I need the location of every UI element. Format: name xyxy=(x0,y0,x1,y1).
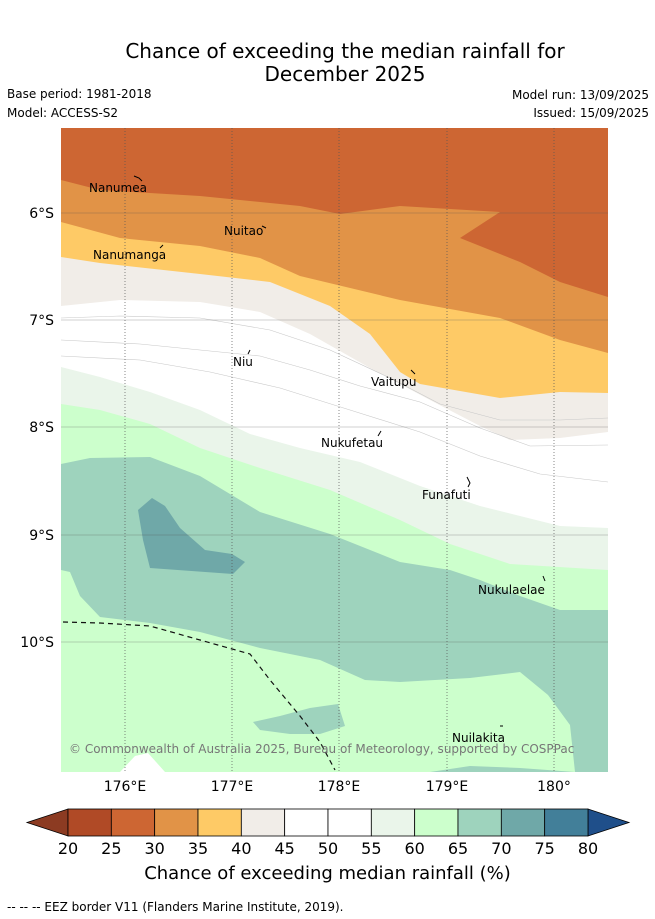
colorbar-tick: 40 xyxy=(231,839,251,858)
colorbar-tick: 25 xyxy=(101,839,121,858)
lat-tick: 6°S xyxy=(29,206,54,222)
island-nukufetau xyxy=(377,430,382,437)
islands xyxy=(133,175,546,727)
island-nuitao xyxy=(261,225,267,229)
colorbar-tick: 45 xyxy=(274,839,294,858)
colorbar-tick: 20 xyxy=(58,839,78,858)
model-name: Model: ACCESS-S2 xyxy=(7,106,119,120)
lat-tick: 9°S xyxy=(29,528,54,544)
lon-tick: 180° xyxy=(537,779,571,795)
model-run: Model run: 13/09/2025 xyxy=(511,88,649,102)
colorbar-tick: 80 xyxy=(578,839,598,858)
colorbar-segment xyxy=(457,808,502,837)
gridlines xyxy=(124,128,555,772)
place-label: Vaitupu xyxy=(371,375,417,389)
copyright-text: © Commonwealth of Australia 2025, Bureau… xyxy=(69,742,574,756)
colorbar-under-arrow xyxy=(25,808,69,837)
lat-axis: 6°S 7°S 8°S 9°S 10°S xyxy=(20,206,54,651)
place-label: Nuilakita xyxy=(452,731,505,745)
footnote: -- -- -- EEZ border V11 (Flanders Marine… xyxy=(7,900,344,914)
colorbar-tick: 35 xyxy=(188,839,208,858)
contour-50 xyxy=(61,339,608,447)
place-label: Nuitao xyxy=(224,224,263,238)
colorbar-tick: 60 xyxy=(404,839,424,858)
colorbar-segment xyxy=(284,808,329,837)
place-labels: Nanumea Nuitao Nanumanga Niu Vaitupu Nuk… xyxy=(89,181,545,745)
colorbar-tick: 55 xyxy=(361,839,381,858)
colorbar-tick: 50 xyxy=(318,839,338,858)
title-line-1: Chance of exceeding the median rainfall … xyxy=(125,39,565,63)
lon-tick: 179°E xyxy=(426,779,469,795)
colorbar-tick: 70 xyxy=(491,839,511,858)
colorbar-tick: 75 xyxy=(534,839,554,858)
colorbar-over-arrow xyxy=(587,808,631,837)
colorbar-segment xyxy=(544,808,589,837)
contour-48 xyxy=(61,315,608,421)
place-label: Nanumanga xyxy=(93,248,166,262)
band-65-70-south xyxy=(430,766,575,772)
colorbar-segment xyxy=(67,808,112,837)
chart-title: Chance of exceeding the median rainfall … xyxy=(0,40,655,86)
place-label: Funafuti xyxy=(422,488,471,502)
parallels xyxy=(61,212,608,643)
colorbar-segment xyxy=(500,808,546,837)
lon-tick: 177°E xyxy=(211,779,254,795)
place-label: Nanumea xyxy=(89,181,147,195)
place-label: Nukufetau xyxy=(321,436,383,450)
contour-lines xyxy=(61,315,608,483)
contour-fills xyxy=(61,128,608,772)
lon-tick: 178°E xyxy=(318,779,361,795)
colorbar-tick: 65 xyxy=(448,839,468,858)
lat-tick: 8°S xyxy=(29,420,54,436)
issued-date: Issued: 15/09/2025 xyxy=(533,106,649,120)
place-label: Nukulaelae xyxy=(478,583,545,597)
colorbar-segment xyxy=(197,808,242,837)
title-line-2: December 2025 xyxy=(264,62,426,86)
band-lowest-patch xyxy=(120,753,165,772)
band-65-70 xyxy=(61,457,608,772)
eez-border xyxy=(62,621,336,771)
island-niu xyxy=(247,349,251,355)
colorbar-segment xyxy=(240,808,286,837)
colorbar-tick: 30 xyxy=(144,839,164,858)
lat-tick: 7°S xyxy=(29,313,54,329)
colorbar: 20 25 30 35 40 45 50 55 60 65 70 75 80 xyxy=(25,808,631,858)
island-funafuti xyxy=(466,476,471,488)
place-label: Niu xyxy=(233,355,253,369)
colorbar-segment xyxy=(414,808,459,837)
lon-axis: 176°E 177°E 178°E 179°E 180° xyxy=(104,779,571,795)
band-70-75-patch xyxy=(138,498,245,574)
colorbar-segment xyxy=(110,808,156,837)
lat-tick: 10°S xyxy=(20,635,54,651)
island-nukulaelae xyxy=(542,575,546,582)
island-nanumanga xyxy=(159,244,164,249)
lon-tick: 176°E xyxy=(104,779,147,795)
band-65-70-patch xyxy=(253,704,345,734)
contour-52 xyxy=(61,355,608,483)
colorbar-segment xyxy=(154,808,199,837)
island-vaitupu xyxy=(410,369,416,375)
colorbar-segment xyxy=(370,808,416,837)
island-nanumea xyxy=(133,175,143,182)
colorbar-label: Chance of exceeding median rainfall (%) xyxy=(144,863,511,884)
colorbar-segment xyxy=(327,808,372,837)
base-period: Base period: 1981-2018 xyxy=(7,87,152,101)
